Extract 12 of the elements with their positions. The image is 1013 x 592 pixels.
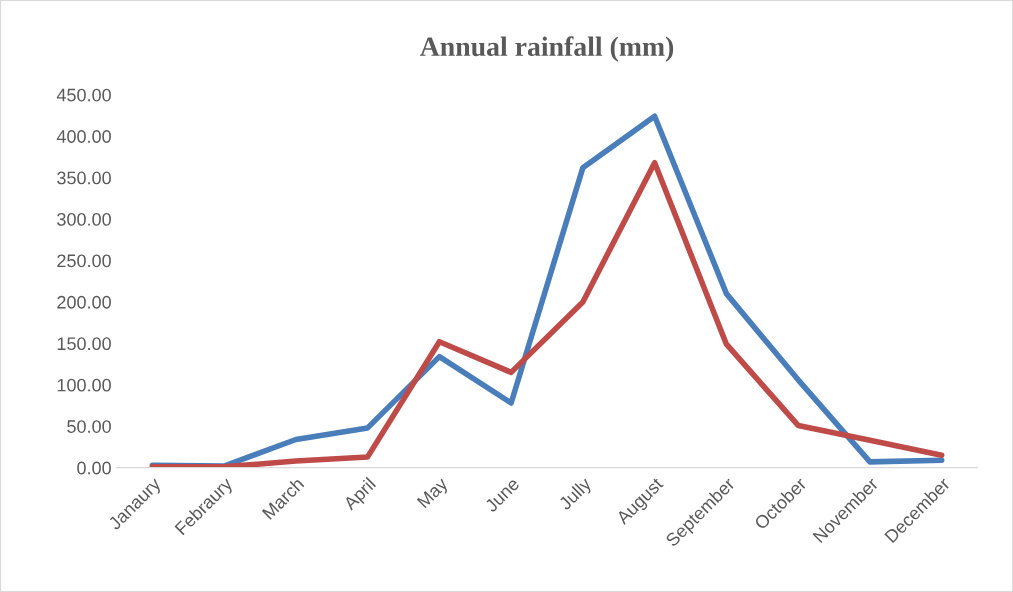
y-tick-label: 450.00 (56, 88, 111, 102)
chart-title: Annual rainfall (mm) (419, 36, 674, 62)
y-tick-label: 0.00 (77, 461, 111, 475)
y-tick-label: 50.00 (67, 420, 111, 433)
y-tick-label: 250.00 (57, 254, 111, 268)
y-tick-label: 100.00 (57, 378, 111, 392)
y-tick-label: 150.00 (57, 337, 111, 351)
y-tick-label: 350.00 (57, 171, 111, 185)
y-tick-label: 300.00 (57, 212, 111, 226)
x-tick-label: May (416, 476, 452, 511)
y-tick-label: 200.00 (57, 295, 111, 309)
y-tick-label: 400.00 (56, 130, 111, 143)
